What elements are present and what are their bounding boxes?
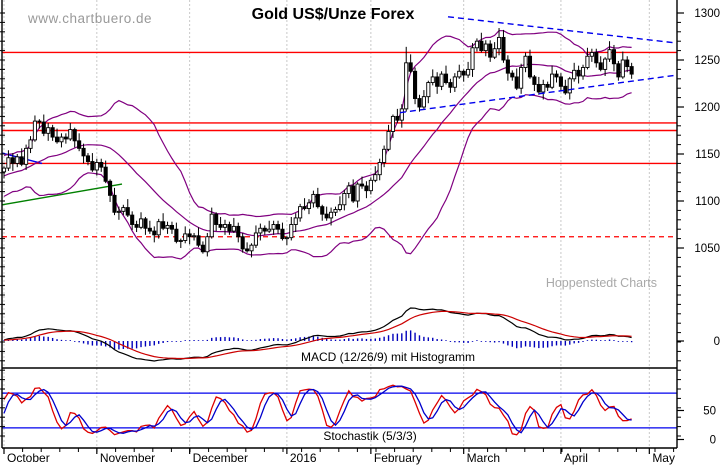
svg-text:50: 50 (703, 406, 716, 418)
svg-text:1100: 1100 (695, 196, 720, 208)
svg-text:1250: 1250 (694, 55, 720, 67)
svg-text:April: April (564, 451, 588, 465)
svg-text:2016: 2016 (290, 451, 317, 465)
svg-text:1200: 1200 (694, 102, 720, 114)
svg-text:May: May (652, 451, 675, 465)
svg-text:March: March (467, 451, 500, 465)
svg-text:December: December (193, 451, 248, 465)
svg-text:0: 0 (714, 336, 720, 348)
svg-text:1050: 1050 (694, 243, 720, 255)
svg-text:0: 0 (710, 435, 716, 447)
svg-text:October: October (7, 451, 50, 465)
svg-text:1300: 1300 (694, 8, 720, 20)
svg-text:February: February (374, 451, 422, 465)
svg-text:1150: 1150 (695, 149, 720, 161)
svg-text:November: November (100, 451, 155, 465)
